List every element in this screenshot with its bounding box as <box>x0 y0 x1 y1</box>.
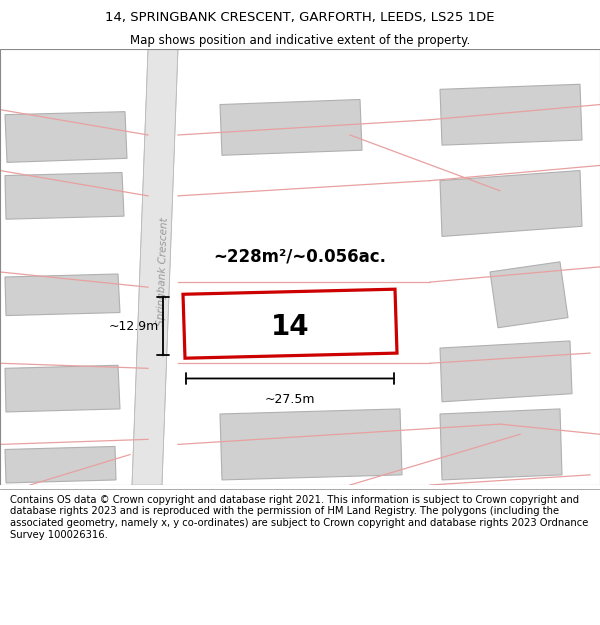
Polygon shape <box>440 409 562 480</box>
Text: 14, SPRINGBANK CRESCENT, GARFORTH, LEEDS, LS25 1DE: 14, SPRINGBANK CRESCENT, GARFORTH, LEEDS… <box>105 11 495 24</box>
Polygon shape <box>132 49 178 485</box>
Polygon shape <box>440 341 572 402</box>
Polygon shape <box>220 99 362 155</box>
Text: Map shows position and indicative extent of the property.: Map shows position and indicative extent… <box>130 34 470 47</box>
Polygon shape <box>5 274 120 316</box>
Text: ~228m²/~0.056ac.: ~228m²/~0.056ac. <box>214 248 386 266</box>
Polygon shape <box>5 112 127 162</box>
Text: Contains OS data © Crown copyright and database right 2021. This information is : Contains OS data © Crown copyright and d… <box>10 495 588 539</box>
Polygon shape <box>490 262 568 328</box>
Polygon shape <box>220 409 402 480</box>
Text: ~27.5m: ~27.5m <box>265 392 315 406</box>
Text: 14: 14 <box>271 312 310 341</box>
Polygon shape <box>440 171 582 236</box>
Polygon shape <box>183 289 397 358</box>
Text: Springbank Crescent: Springbank Crescent <box>156 217 170 326</box>
Polygon shape <box>440 84 582 145</box>
Polygon shape <box>5 446 116 483</box>
Polygon shape <box>5 173 124 219</box>
Text: ~12.9m: ~12.9m <box>109 320 159 332</box>
Polygon shape <box>5 365 120 412</box>
